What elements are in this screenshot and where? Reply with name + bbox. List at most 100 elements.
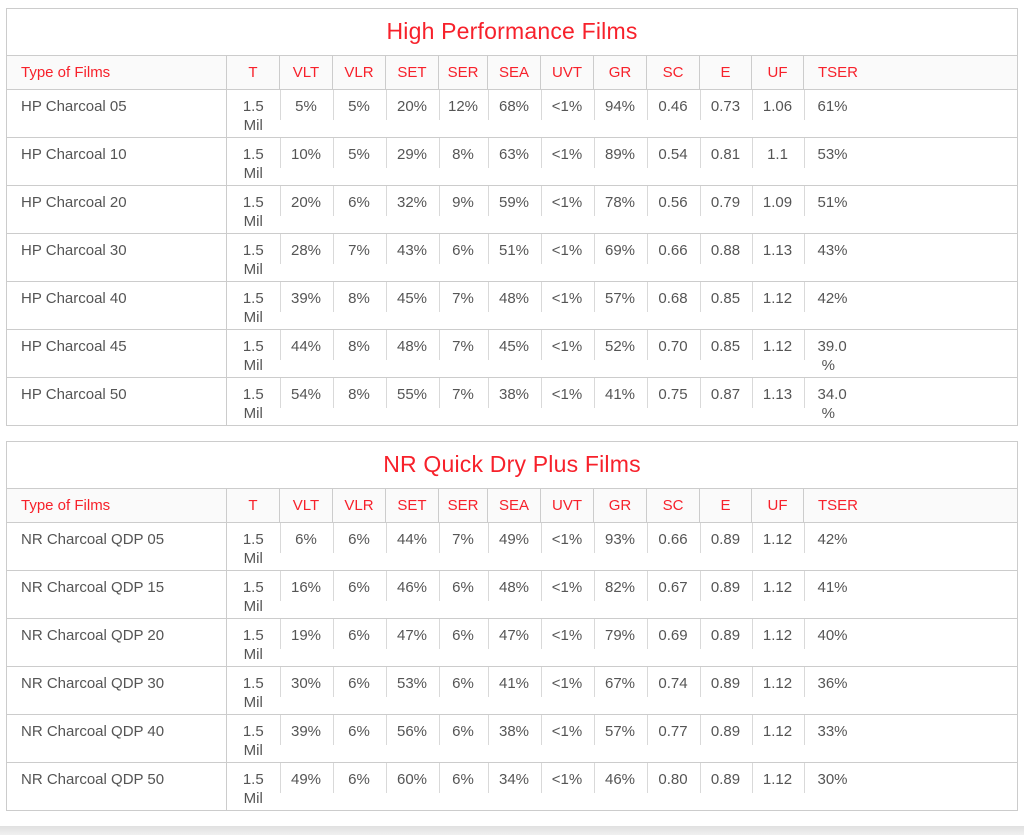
cell-gr: 79% <box>593 618 647 667</box>
film-name-cell: NR Charcoal QDP 05 <box>6 522 227 571</box>
cell-vlr: 6% <box>332 762 386 811</box>
cell-e: 0.89 <box>699 762 752 811</box>
column-header-tser: TSER <box>803 488 1018 523</box>
film-name-cell: NR Charcoal QDP 30 <box>6 666 227 715</box>
column-header-t: T <box>226 488 280 523</box>
cell-sea: 45% <box>487 329 541 378</box>
column-header-sea: SEA <box>487 488 541 523</box>
cell-tser: 40% <box>803 618 1018 667</box>
film-row: NR Charcoal QDP 40 1.5 Mil 39% 6% 56% 6% 38% <1… <box>6 714 1018 763</box>
cell-vlr: 5% <box>332 89 386 138</box>
film-name-cell: NR Charcoal QDP 50 <box>6 762 227 811</box>
cell-e: 0.81 <box>699 137 752 186</box>
cell-vlt: 30% <box>279 666 333 715</box>
cell-sc: 0.66 <box>646 233 700 282</box>
cell-t: 1.5 Mil <box>226 570 280 619</box>
cell-e: 0.89 <box>699 714 752 763</box>
column-header-set: SET <box>385 488 439 523</box>
cell-sea: 68% <box>487 89 541 138</box>
cell-vlt: 44% <box>279 329 333 378</box>
cell-vlr: 6% <box>332 570 386 619</box>
cell-tser: 43% <box>803 233 1018 282</box>
column-header-row: Type of Films T VLT VLR SET SER SEA UVT GR SC E UF T… <box>6 55 1018 90</box>
cell-gr: 78% <box>593 185 647 234</box>
film-name-cell: HP Charcoal 40 <box>6 281 227 330</box>
cell-sc: 0.70 <box>646 329 700 378</box>
table-body: HP Charcoal 05 1.5 Mil 5% 5% 20% 12% 68% <1% 94%… <box>6 89 1018 426</box>
film-name-cell: HP Charcoal 20 <box>6 185 227 234</box>
column-header-set: SET <box>385 55 439 90</box>
cell-vlt: 19% <box>279 618 333 667</box>
cell-set: 60% <box>385 762 439 811</box>
cell-ser: 7% <box>438 522 488 571</box>
cell-sc: 0.67 <box>646 570 700 619</box>
film-row: NR Charcoal QDP 15 1.5 Mil 16% 6% 46% 6% 48% <1… <box>6 570 1018 619</box>
cell-tser: 42% <box>803 522 1018 571</box>
column-header-ser: SER <box>438 55 488 90</box>
cell-uvt: <1% <box>540 618 594 667</box>
cell-uf: 1.12 <box>751 329 804 378</box>
nr-quick-dry-plus-films-table: NR Quick Dry Plus Films Type of Films T VL… <box>6 441 1018 811</box>
cell-set: 32% <box>385 185 439 234</box>
film-row: NR Charcoal QDP 05 1.5 Mil 6% 6% 44% 7% 49% <1%… <box>6 522 1018 571</box>
cell-ser: 6% <box>438 714 488 763</box>
cell-uvt: <1% <box>540 666 594 715</box>
column-header-type-of-films: Type of Films <box>6 55 227 90</box>
cell-vlt: 5% <box>279 89 333 138</box>
cell-t: 1.5 Mil <box>226 618 280 667</box>
cell-set: 47% <box>385 618 439 667</box>
cell-vlr: 8% <box>332 281 386 330</box>
cell-uf: 1.12 <box>751 522 804 571</box>
cell-vlr: 7% <box>332 233 386 282</box>
column-header-sea: SEA <box>487 55 541 90</box>
cell-uf: 1.12 <box>751 714 804 763</box>
film-row: HP Charcoal 10 1.5 Mil 10% 5% 29% 8% 63% <1% 89%… <box>6 137 1018 186</box>
cell-gr: 52% <box>593 329 647 378</box>
cell-tser: 34.0 % <box>803 377 1018 426</box>
cell-uf: 1.09 <box>751 185 804 234</box>
film-row: NR Charcoal QDP 30 1.5 Mil 30% 6% 53% 6% 41% <1… <box>6 666 1018 715</box>
cell-e: 0.79 <box>699 185 752 234</box>
cell-ser: 6% <box>438 762 488 811</box>
table-body: NR Charcoal QDP 05 1.5 Mil 6% 6% 44% 7% 49% <1%… <box>6 522 1018 811</box>
cell-gr: 82% <box>593 570 647 619</box>
cell-uvt: <1% <box>540 377 594 426</box>
cell-set: 44% <box>385 522 439 571</box>
column-header-e: E <box>699 55 752 90</box>
cell-set: 29% <box>385 137 439 186</box>
cell-t: 1.5 Mil <box>226 89 280 138</box>
table-title: NR Quick Dry Plus Films <box>6 441 1018 489</box>
film-row: HP Charcoal 45 1.5 Mil 44% 8% 48% 7% 45% <1% 52%… <box>6 329 1018 378</box>
cell-uf: 1.12 <box>751 762 804 811</box>
cell-sea: 48% <box>487 570 541 619</box>
column-header-uvt: UVT <box>540 55 594 90</box>
cell-vlt: 49% <box>279 762 333 811</box>
column-header-uf: UF <box>751 488 804 523</box>
cell-uf: 1.12 <box>751 570 804 619</box>
cell-sc: 0.68 <box>646 281 700 330</box>
cell-ser: 6% <box>438 233 488 282</box>
film-row: NR Charcoal QDP 20 1.5 Mil 19% 6% 47% 6% 47% <1… <box>6 618 1018 667</box>
cell-sea: 38% <box>487 714 541 763</box>
film-name-cell: NR Charcoal QDP 15 <box>6 570 227 619</box>
cell-ser: 6% <box>438 618 488 667</box>
cell-ser: 7% <box>438 329 488 378</box>
film-row: HP Charcoal 40 1.5 Mil 39% 8% 45% 7% 48% <1% 57%… <box>6 281 1018 330</box>
cell-set: 53% <box>385 666 439 715</box>
cell-ser: 7% <box>438 377 488 426</box>
column-header-row: Type of Films T VLT VLR SET SER SEA UVT GR SC E UF T… <box>6 488 1018 523</box>
cell-set: 48% <box>385 329 439 378</box>
film-name-cell: HP Charcoal 05 <box>6 89 227 138</box>
cell-sc: 0.77 <box>646 714 700 763</box>
cell-uvt: <1% <box>540 137 594 186</box>
cell-t: 1.5 Mil <box>226 185 280 234</box>
cell-gr: 93% <box>593 522 647 571</box>
cell-vlt: 28% <box>279 233 333 282</box>
cell-uvt: <1% <box>540 762 594 811</box>
cell-vlt: 16% <box>279 570 333 619</box>
cell-uf: 1.1 <box>751 137 804 186</box>
cell-vlt: 20% <box>279 185 333 234</box>
cell-tser: 61% <box>803 89 1018 138</box>
cell-tser: 53% <box>803 137 1018 186</box>
cell-e: 0.73 <box>699 89 752 138</box>
